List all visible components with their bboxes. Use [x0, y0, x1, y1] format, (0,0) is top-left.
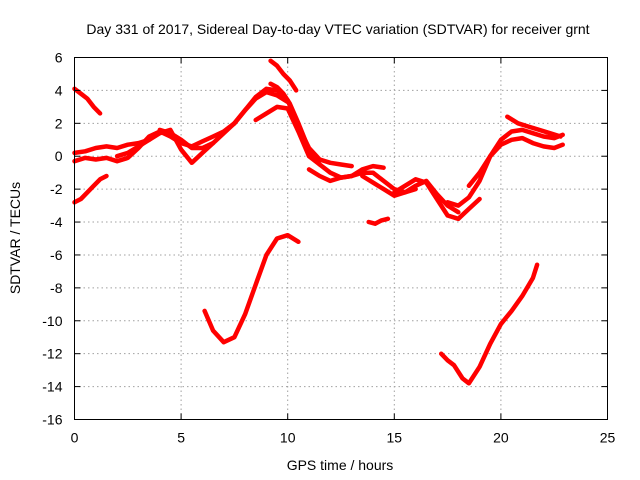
series-track-7 — [232, 86, 354, 169]
y-axis-label: SDTVAR / TECUs — [7, 182, 23, 294]
x-axis-label: GPS time / hours — [287, 457, 394, 473]
y-tick-label: 2 — [55, 115, 63, 131]
series-track-13 — [366, 216, 391, 226]
series-track-19 — [438, 262, 540, 386]
series-track-18 — [202, 232, 301, 345]
x-tick-label: 20 — [493, 430, 509, 446]
series-track-9 — [268, 58, 299, 93]
x-tick-label: 0 — [71, 430, 79, 446]
y-tick-label: 6 — [55, 50, 63, 66]
x-tick-label: 5 — [177, 430, 185, 446]
series-track-2 — [72, 173, 109, 205]
y-tick-label: -4 — [50, 214, 63, 230]
y-tick-label: -6 — [50, 247, 63, 263]
plot-frame — [74, 57, 608, 420]
series-track-14 — [392, 177, 482, 222]
y-tick-label: -16 — [42, 412, 62, 428]
y-tick-label: -2 — [50, 181, 63, 197]
grid — [74, 57, 608, 420]
series-track-12 — [360, 173, 461, 215]
y-tick-label: -14 — [42, 379, 62, 395]
x-tick-label: 25 — [600, 430, 616, 446]
series-track-10 — [268, 81, 322, 167]
y-tick-label: -10 — [42, 313, 62, 329]
series-track-17 — [505, 114, 563, 139]
y-tick-label: -8 — [50, 280, 63, 296]
series-track-8 — [253, 104, 386, 180]
chart-title: Day 331 of 2017, Sidereal Day-to-day VTE… — [86, 21, 589, 37]
x-tick-label: 15 — [387, 430, 403, 446]
ticks — [74, 57, 608, 420]
y-tick-label: 4 — [55, 82, 63, 98]
series-track-15 — [445, 127, 565, 208]
series-track-1 — [72, 86, 103, 116]
y-tick-labels: -16 -14 -12 -10 -8 -6 -4 -2 0 2 4 6 — [42, 50, 62, 428]
series-track-6 — [157, 89, 290, 151]
y-tick-label: 0 — [55, 148, 63, 164]
x-tick-label: 10 — [280, 430, 296, 446]
x-tick-labels: 0 5 10 15 20 25 — [71, 430, 616, 446]
y-tick-label: -12 — [42, 346, 62, 362]
series-layer — [72, 58, 565, 386]
series-track-16 — [466, 135, 565, 189]
